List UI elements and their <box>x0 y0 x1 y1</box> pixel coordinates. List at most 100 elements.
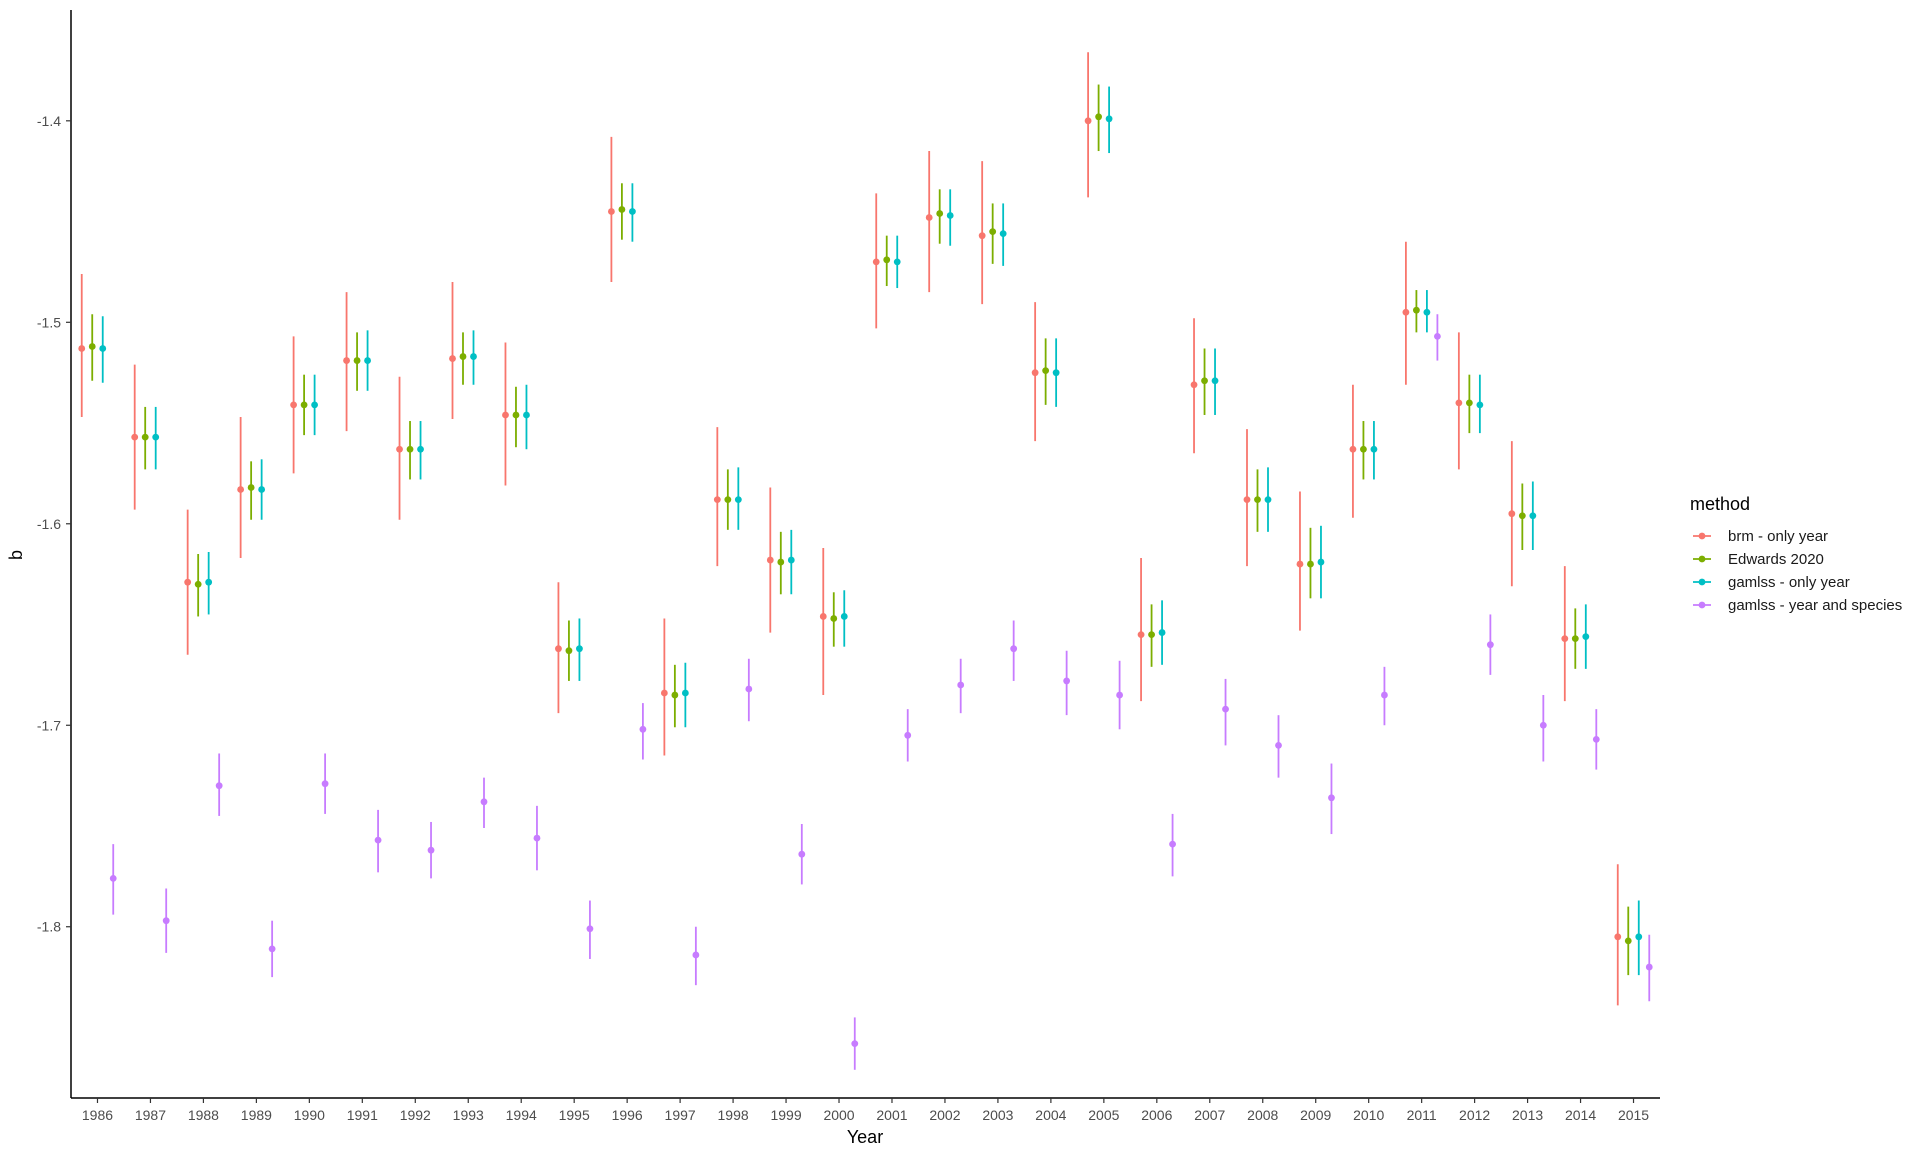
legend-label-gamlss-only-year: gamlss - only year <box>1728 574 1850 591</box>
x-tick-label-1995: 1995 <box>559 1107 590 1123</box>
point-gamlss-year-and-species-1994 <box>533 834 541 842</box>
point-edwards-2020-2002 <box>936 210 944 217</box>
plot-marks <box>78 52 1653 1070</box>
legend-title: method <box>1690 494 1750 514</box>
point-brm-only-year-1986 <box>78 345 86 352</box>
point-brm-only-year-2003 <box>978 232 986 240</box>
x-tick-label-1990: 1990 <box>294 1107 325 1123</box>
axes <box>70 10 1660 1099</box>
x-tick-label-1989: 1989 <box>241 1107 272 1123</box>
point-edwards-2020-1996 <box>618 206 626 213</box>
point-edwards-2020-1992 <box>406 445 414 453</box>
point-brm-only-year-2010 <box>1349 445 1357 453</box>
point-brm-only-year-1999 <box>766 556 774 564</box>
point-brm-only-year-1990 <box>290 401 297 409</box>
point-brm-only-year-1995 <box>555 645 562 653</box>
point-brm-only-year-1991 <box>343 357 350 364</box>
point-edwards-2020-2003 <box>989 228 997 236</box>
point-brm-only-year-1996 <box>608 208 615 215</box>
point-gamlss-only-year-2006 <box>1158 629 1166 636</box>
y-axis-title: b <box>6 550 26 560</box>
point-gamlss-year-and-species-2000 <box>851 1040 859 1047</box>
point-edwards-2020-2015 <box>1624 937 1632 945</box>
point-brm-only-year-2015 <box>1614 933 1622 941</box>
point-edwards-2020-2012 <box>1465 399 1473 407</box>
point-edwards-2020-2000 <box>830 615 838 622</box>
point-gamlss-only-year-1992 <box>417 445 424 453</box>
point-brm-only-year-1993 <box>449 355 456 362</box>
point-edwards-2020-2008 <box>1254 496 1261 503</box>
x-tick-label-2013: 2013 <box>1512 1107 1543 1123</box>
point-gamlss-only-year-2012 <box>1476 401 1484 409</box>
x-tick-label-1986: 1986 <box>82 1107 113 1123</box>
x-axis-title: Year <box>847 1127 883 1147</box>
x-tick-label-1992: 1992 <box>400 1107 431 1123</box>
point-edwards-2020-1988 <box>194 580 202 588</box>
point-edwards-2020-1993 <box>459 353 467 360</box>
point-gamlss-year-and-species-1995 <box>586 925 594 933</box>
legend-key-point-gamlss-only-year <box>1698 578 1706 586</box>
point-gamlss-year-and-species-2013 <box>1539 721 1547 729</box>
y-tick-label--1.6: -1.6 <box>37 516 61 532</box>
point-gamlss-year-and-species-2009 <box>1328 794 1335 802</box>
point-gamlss-only-year-2010 <box>1370 445 1378 453</box>
x-tick-label-1999: 1999 <box>770 1107 801 1123</box>
point-gamlss-year-and-species-1997 <box>692 951 700 959</box>
point-gamlss-year-and-species-1993 <box>480 798 488 806</box>
point-edwards-2020-2011 <box>1413 306 1420 314</box>
point-gamlss-year-and-species-2007 <box>1222 705 1229 713</box>
point-brm-only-year-2006 <box>1137 631 1145 638</box>
point-edwards-2020-2007 <box>1201 377 1208 385</box>
y-tick-label--1.7: -1.7 <box>37 717 61 733</box>
point-gamlss-year-and-species-2001 <box>904 731 912 739</box>
point-gamlss-year-and-species-1990 <box>321 780 329 788</box>
point-gamlss-year-and-species-2008 <box>1275 742 1282 749</box>
point-brm-only-year-1988 <box>184 578 192 586</box>
point-brm-only-year-1997 <box>660 689 668 697</box>
point-brm-only-year-1998 <box>713 496 721 503</box>
point-edwards-2020-1991 <box>353 357 361 364</box>
point-edwards-2020-2010 <box>1360 445 1367 453</box>
x-tick-label-2014: 2014 <box>1565 1107 1596 1123</box>
point-gamlss-year-and-species-1991 <box>374 836 382 844</box>
point-edwards-2020-1994 <box>512 411 520 419</box>
point-edwards-2020-1986 <box>88 343 96 350</box>
point-brm-only-year-2014 <box>1561 635 1569 643</box>
point-brm-only-year-2005 <box>1084 117 1092 125</box>
point-gamlss-year-and-species-1992 <box>427 846 435 854</box>
point-gamlss-year-and-species-1986 <box>109 874 117 882</box>
point-gamlss-year-and-species-2011 <box>1434 333 1441 340</box>
point-gamlss-only-year-2008 <box>1264 496 1272 503</box>
x-tick-label-1994: 1994 <box>506 1107 537 1123</box>
x-tick-label-2012: 2012 <box>1459 1107 1490 1123</box>
point-edwards-2020-2001 <box>883 256 891 264</box>
point-edwards-2020-2014 <box>1571 635 1579 643</box>
point-gamlss-only-year-1997 <box>681 689 689 697</box>
x-tick-label-2008: 2008 <box>1247 1107 1278 1123</box>
x-tick-label-2010: 2010 <box>1353 1107 1384 1123</box>
point-gamlss-only-year-1991 <box>364 357 371 364</box>
point-gamlss-only-year-1988 <box>205 578 213 586</box>
x-tick-label-2005: 2005 <box>1088 1107 1119 1123</box>
point-gamlss-only-year-2007 <box>1211 377 1219 385</box>
point-brm-only-year-2007 <box>1190 381 1198 389</box>
point-gamlss-only-year-2009 <box>1317 558 1325 566</box>
y-tick-label--1.5: -1.5 <box>37 314 61 330</box>
point-brm-only-year-2000 <box>819 613 827 620</box>
legend-key-point-edwards-2020 <box>1698 555 1706 563</box>
legend: method brm - only year Edwards 2020 gamlss… <box>1690 494 1902 614</box>
point-gamlss-only-year-1996 <box>629 208 636 215</box>
point-brm-only-year-1987 <box>131 433 139 441</box>
x-tick-label-1996: 1996 <box>612 1107 643 1123</box>
point-gamlss-only-year-1990 <box>311 401 318 409</box>
point-edwards-2020-2009 <box>1307 560 1314 568</box>
point-gamlss-year-and-species-2010 <box>1381 691 1388 699</box>
x-tick-label-2000: 2000 <box>823 1107 854 1123</box>
point-gamlss-only-year-2003 <box>999 230 1007 238</box>
point-gamlss-only-year-2015 <box>1635 933 1643 941</box>
point-gamlss-year-and-species-2006 <box>1169 840 1176 848</box>
x-tick-label-2001: 2001 <box>876 1107 907 1123</box>
x-tick-label-1988: 1988 <box>188 1107 219 1123</box>
legend-label-brm-only-year: brm - only year <box>1728 528 1828 545</box>
